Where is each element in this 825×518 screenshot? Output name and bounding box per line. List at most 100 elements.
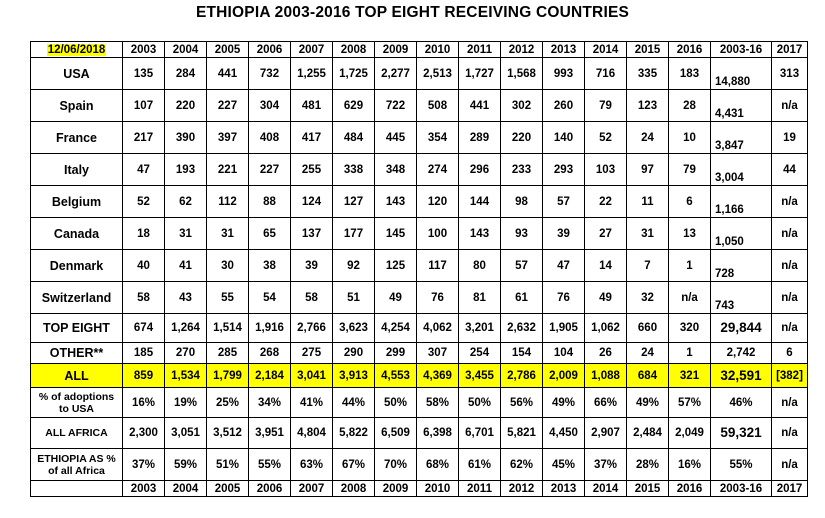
table-cell: 6,701 xyxy=(458,417,501,449)
year-footer: 2007 xyxy=(290,480,333,497)
total-cell: 2,742 xyxy=(710,342,772,364)
table-cell: 289 xyxy=(458,121,501,154)
table-cell: 143 xyxy=(374,185,417,218)
table-cell: 55 xyxy=(206,281,249,314)
table-cell: 397 xyxy=(206,121,249,154)
table-cell: 508 xyxy=(416,89,459,122)
table-cell: 859 xyxy=(122,363,165,388)
table-cell: 193 xyxy=(164,153,207,186)
total-cell: 728 xyxy=(710,249,772,282)
table-cell: 348 xyxy=(374,153,417,186)
table-cell: n/a xyxy=(668,281,711,314)
table-cell: 50% xyxy=(374,387,417,418)
table-cell: 335 xyxy=(626,57,669,90)
table-cell: 220 xyxy=(500,121,543,154)
table-cell: 290 xyxy=(332,342,375,364)
table-cell: 26 xyxy=(584,342,627,364)
table-cell: 1,905 xyxy=(542,313,585,343)
table-cell: 3,201 xyxy=(458,313,501,343)
cell-2017: n/a xyxy=(771,185,808,218)
table-cell: 137 xyxy=(290,217,333,250)
table-cell: 484 xyxy=(332,121,375,154)
row-label: Italy xyxy=(30,153,123,186)
empty-cell xyxy=(30,480,123,497)
year-footer: 2006 xyxy=(248,480,291,497)
table-cell: 2,049 xyxy=(668,417,711,449)
table-cell: 22 xyxy=(584,185,627,218)
table-cell: 50% xyxy=(458,387,501,418)
table-cell: 233 xyxy=(500,153,543,186)
table-cell: 320 xyxy=(668,313,711,343)
table-cell: 354 xyxy=(416,121,459,154)
table-cell: 3,951 xyxy=(248,417,291,449)
table-cell: 57 xyxy=(500,249,543,282)
table-cell: 481 xyxy=(290,89,333,122)
table-row: Switzerland 58 43 55 54 58 51 49 76 81 61 76 49 32 n/a… xyxy=(30,281,808,314)
year-header: 2013 xyxy=(542,41,585,58)
year-header: 2007 xyxy=(290,41,333,58)
table-cell: 55% xyxy=(248,448,291,481)
table-cell: 57% xyxy=(668,387,711,418)
table-cell: 5,822 xyxy=(332,417,375,449)
table-cell: 37% xyxy=(584,448,627,481)
table-cell: 6,509 xyxy=(374,417,417,449)
table-cell: 390 xyxy=(164,121,207,154)
row-label: Spain xyxy=(30,89,123,122)
adoption-table: 12/06/2018 2003 2004 2005 2006 2007 2008 2009 20… xyxy=(30,41,808,497)
table-cell: 145 xyxy=(374,217,417,250)
table-cell: 45% xyxy=(542,448,585,481)
table-cell: 52 xyxy=(122,185,165,218)
table-row: Denmark 40 41 30 38 39 92 125 117 80 57 47 14 7 1 728 n/… xyxy=(30,249,808,282)
table-cell: 58 xyxy=(122,281,165,314)
page-title: ETHIOPIA 2003-2016 TOP EIGHT RECEIVING C… xyxy=(195,4,630,21)
table-cell: 38 xyxy=(248,249,291,282)
table-cell: 31 xyxy=(164,217,207,250)
table-row: Italy 47 193 221 227 255 338 348 274 296 233 293 103… xyxy=(30,153,808,186)
table-cell: 41 xyxy=(164,249,207,282)
table-cell: 61% xyxy=(458,448,501,481)
table-cell: 2,009 xyxy=(542,363,585,388)
table-row: ALL AFRICA 2,300 3,051 3,512 3,951 4,804 5,822… xyxy=(30,417,808,449)
table-cell: 338 xyxy=(332,153,375,186)
table-cell: 441 xyxy=(458,89,501,122)
cell-2017: n/a xyxy=(771,281,808,314)
header-row: 12/06/2018 2003 2004 2005 2006 2007 2008 2009 20… xyxy=(30,41,808,58)
table-cell: 140 xyxy=(542,121,585,154)
year-footer: 2013 xyxy=(542,480,585,497)
year-header: 2014 xyxy=(584,41,627,58)
total-cell: 3,004 xyxy=(710,153,772,186)
table-cell: 49% xyxy=(626,387,669,418)
year-header: 2003 xyxy=(122,41,165,58)
table-cell: 28% xyxy=(626,448,669,481)
year-header: 2010 xyxy=(416,41,459,58)
table-cell: 4,254 xyxy=(374,313,417,343)
date-label: 12/06/2018 xyxy=(46,43,107,56)
table-cell: 7 xyxy=(626,249,669,282)
year-header: 2004 xyxy=(164,41,207,58)
table-cell: 31 xyxy=(626,217,669,250)
table-cell: 1,088 xyxy=(584,363,627,388)
table-cell: 88 xyxy=(248,185,291,218)
table-cell: 92 xyxy=(332,249,375,282)
table-cell: 1,514 xyxy=(206,313,249,343)
table-cell: 79 xyxy=(584,89,627,122)
table-cell: 2,484 xyxy=(626,417,669,449)
table-cell: 67% xyxy=(332,448,375,481)
row-label: ALL AFRICA xyxy=(30,417,123,449)
cell-2017: n/a xyxy=(771,217,808,250)
table-cell: 1,799 xyxy=(206,363,249,388)
table-cell: 321 xyxy=(668,363,711,388)
table-cell: 629 xyxy=(332,89,375,122)
table-cell: 30 xyxy=(206,249,249,282)
table-cell: 58% xyxy=(416,387,459,418)
table-cell: 51% xyxy=(206,448,249,481)
table-cell: 32 xyxy=(626,281,669,314)
table-cell: 154 xyxy=(500,342,543,364)
table-cell: 275 xyxy=(290,342,333,364)
table-cell: 217 xyxy=(122,121,165,154)
table-cell: 16% xyxy=(122,387,165,418)
table-cell: 57 xyxy=(542,185,585,218)
table-cell: 18 xyxy=(122,217,165,250)
year-footer: 2015 xyxy=(626,480,669,497)
table-cell: 97 xyxy=(626,153,669,186)
